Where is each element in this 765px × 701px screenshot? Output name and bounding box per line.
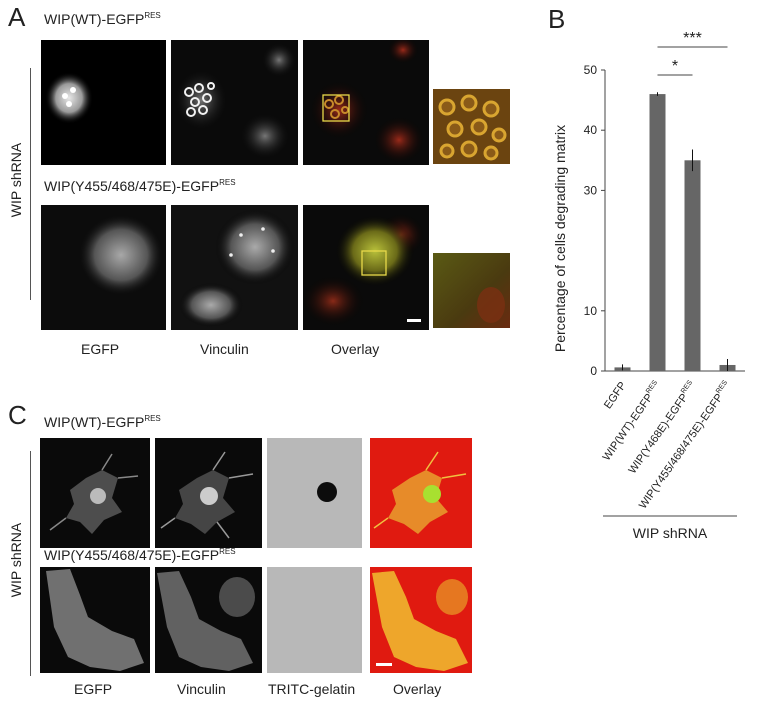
panel-c-egfp-mut-image: [40, 567, 150, 673]
panel-c-gelatin-mut-image: [267, 567, 362, 673]
panel-c-row2-title-text: WIP(Y455/468/475E)-EGFP: [44, 547, 220, 563]
significance-label-1: ***: [683, 30, 702, 47]
panel-c-col-vinculin: Vinculin: [177, 681, 226, 697]
panel-a-egfp-mut-cell: [77, 213, 165, 297]
panel-c-col-egfp: EGFP: [74, 681, 113, 697]
panel-c-gelatin-wt-image: [267, 438, 362, 548]
panel-c-row1-title-text: WIP(WT)-EGFP: [44, 414, 145, 430]
panel-c-col-gelatin: TRITC-gelatin: [268, 681, 356, 697]
panel-a-overlay-wt-cell: [309, 40, 425, 164]
panel-a-zoom-box-mut: [361, 250, 387, 276]
x-tick-label-sup-3: RES: [715, 379, 729, 395]
panel-c-degradation-spot: [317, 482, 337, 502]
panel-a-row2-title-sup: RES: [219, 178, 236, 187]
panel-a-overlay-mut-image: [303, 205, 429, 330]
panel-c-letter: C: [8, 400, 27, 430]
panel-c-overlay-wt-cell: [373, 451, 467, 534]
panel-a-egfp-wt-cell: [45, 72, 93, 124]
panel-c-overlay-mut-cell: [372, 571, 468, 671]
x-tick-label-text-0: EGFP: [602, 380, 629, 411]
panel-c-row2-title: WIP(Y455/468/475E)-EGFPRES: [44, 547, 236, 563]
panel-c-row2-title-sup: RES: [219, 547, 236, 556]
x-tick-label-1: WIP(WT)-EGFPRES: [600, 379, 664, 463]
panel-a-zoom-wt-image: [433, 89, 510, 164]
panel-a-col-overlay: Overlay: [331, 341, 380, 357]
panel-a-zoom-box-wt: [322, 94, 350, 122]
panel-a-zoom-mut-field: [433, 253, 510, 328]
group-label: WIP shRNA: [633, 525, 708, 541]
panel-c-egfp-wt-image: [40, 438, 150, 548]
panel-c-row1-title-sup: RES: [144, 414, 161, 423]
panel-c-scale-bar: [376, 663, 392, 666]
panel-a-row2-title-text: WIP(Y455/468/475E)-EGFP: [44, 178, 220, 194]
panel-a-col-vinculin: Vinculin: [200, 341, 249, 357]
panel-a-vinculin-mut-cell: [179, 209, 295, 327]
y-tick-label-40: 40: [584, 123, 598, 137]
panel-a-egfp-wt-image: [41, 40, 166, 165]
y-tick-label-10: 10: [584, 304, 598, 318]
bar-chart: 0 10 30 40 50 Percentage of cells degrading m…: [552, 30, 745, 541]
panel-a-overlay-wt-image: [303, 40, 429, 165]
panel-a-letter: A: [8, 2, 26, 32]
y-axis-label: Percentage of cells degrading matrix: [552, 125, 568, 352]
bar-1: [649, 94, 666, 371]
y-tick-label-0: 0: [590, 364, 597, 378]
panel-c-vinculin-mut-image: [155, 567, 262, 673]
panel-a-row1-title-sup: RES: [144, 11, 161, 20]
panel-c-side-line: [30, 451, 31, 676]
x-tick-label-sup-1: RES: [645, 379, 659, 395]
y-tick-label-30: 30: [584, 183, 598, 197]
panel-a-zoom-wt-puncta: [433, 89, 510, 164]
significance-label-0: *: [672, 58, 678, 75]
x-tick-label-0: EGFP: [602, 380, 629, 411]
panel-a-vinculin-wt-cell: [173, 42, 297, 160]
panel-a-row2-title: WIP(Y455/468/475E)-EGFPRES: [44, 178, 236, 194]
x-tick-label-2: WIP(Y468E)-EGFPRES: [626, 379, 699, 476]
panel-c-side-label: WIP shRNA: [8, 522, 24, 598]
panel-c-vinculin-wt-image: [155, 438, 262, 548]
panel-a-side-label: WIP shRNA: [8, 142, 24, 218]
panel-c-vinculin-wt-cell: [160, 451, 254, 539]
panel-c-row1-title: WIP(WT)-EGFPRES: [44, 414, 161, 430]
panel-c-egfp-mut-cell: [46, 569, 144, 671]
panel-a-zoom-mut-image: [433, 253, 510, 328]
panel-c-egfp-wt-cell: [49, 453, 139, 534]
panel-a-row1-title: WIP(WT)-EGFPRES: [44, 11, 161, 27]
panel-a-vinculin-wt-image: [171, 40, 298, 165]
panel-c-col-overlay: Overlay: [393, 681, 442, 697]
panel-a-egfp-mut-image: [41, 205, 166, 330]
panel-c-vinculin-mut-cell: [157, 571, 255, 671]
panel-c-gelatin-wt-field: [317, 482, 337, 502]
panel-a-row1-title-text: WIP(WT)-EGFP: [44, 11, 145, 27]
panel-a-overlay-mut-cell: [303, 213, 425, 327]
panel-a-side-line: [30, 68, 31, 300]
panel-b-letter: B: [548, 4, 566, 34]
panel-a-vinculin-mut-image: [171, 205, 298, 330]
panel-c-overlay-wt-image: [370, 438, 472, 548]
y-tick-label-50: 50: [584, 63, 598, 77]
panel-a-col-egfp: EGFP: [81, 341, 120, 357]
x-tick-label-sup-2: RES: [680, 379, 694, 395]
bar-2: [684, 160, 701, 371]
panel-a-scale-bar: [407, 319, 421, 322]
panel-c-overlay-mut-image: [370, 567, 472, 673]
